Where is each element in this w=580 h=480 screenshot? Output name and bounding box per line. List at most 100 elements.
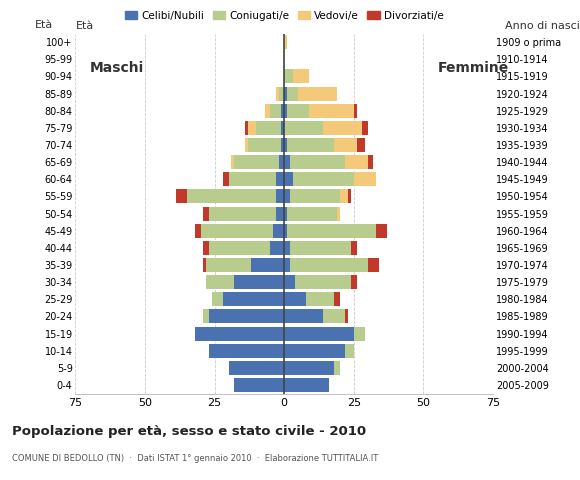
Bar — [276, 86, 278, 101]
Bar — [229, 172, 276, 186]
Bar — [284, 241, 290, 255]
Bar — [256, 121, 281, 135]
Bar — [368, 258, 379, 272]
Bar — [248, 138, 281, 152]
Bar — [231, 155, 234, 169]
Bar — [284, 292, 306, 306]
Text: Maschi: Maschi — [89, 61, 144, 75]
Bar — [223, 292, 284, 306]
Text: Età: Età — [75, 21, 93, 31]
Text: Anno di nascita: Anno di nascita — [505, 21, 580, 31]
Bar — [284, 378, 329, 392]
Bar — [290, 190, 340, 204]
Bar — [204, 206, 209, 221]
Bar — [204, 241, 209, 255]
Bar — [284, 275, 295, 289]
Bar — [354, 326, 365, 341]
Bar — [284, 361, 334, 375]
Bar — [264, 104, 270, 118]
Bar — [229, 361, 284, 375]
Bar — [287, 224, 376, 238]
Bar — [284, 190, 290, 204]
Bar — [204, 258, 206, 272]
Bar — [290, 241, 351, 255]
Bar — [195, 224, 201, 238]
Text: Età: Età — [35, 20, 53, 30]
Bar — [270, 241, 284, 255]
Bar — [284, 326, 354, 341]
Bar — [276, 190, 284, 204]
Bar — [337, 206, 340, 221]
Bar — [284, 310, 323, 324]
Bar — [176, 190, 187, 204]
Bar — [284, 172, 292, 186]
Bar — [212, 292, 223, 306]
Bar — [276, 206, 284, 221]
Bar — [351, 241, 357, 255]
Bar — [204, 310, 209, 324]
Bar — [206, 258, 251, 272]
Bar — [309, 104, 354, 118]
Bar — [284, 344, 346, 358]
Bar — [334, 361, 340, 375]
Bar — [248, 121, 256, 135]
Bar — [281, 138, 284, 152]
Bar — [187, 190, 276, 204]
Bar — [346, 155, 368, 169]
Bar — [306, 292, 334, 306]
Bar — [278, 86, 284, 101]
Bar — [234, 378, 284, 392]
Bar — [354, 172, 376, 186]
Bar — [292, 70, 309, 84]
Bar — [281, 121, 284, 135]
Bar — [284, 155, 290, 169]
Bar — [284, 86, 287, 101]
Bar — [284, 121, 323, 135]
Bar — [201, 224, 273, 238]
Bar — [195, 326, 284, 341]
Bar — [376, 224, 387, 238]
Bar — [278, 155, 284, 169]
Bar — [287, 104, 309, 118]
Bar — [273, 224, 284, 238]
Text: COMUNE DI BEDOLLO (TN)  ·  Dati ISTAT 1° gennaio 2010  ·  Elaborazione TUTTITALI: COMUNE DI BEDOLLO (TN) · Dati ISTAT 1° g… — [12, 454, 378, 463]
Bar — [209, 241, 270, 255]
Bar — [340, 190, 348, 204]
Bar — [284, 138, 287, 152]
Bar — [346, 310, 348, 324]
Bar — [234, 155, 278, 169]
Bar — [287, 206, 337, 221]
Bar — [223, 172, 229, 186]
Bar — [281, 104, 284, 118]
Bar — [251, 258, 284, 272]
Bar — [298, 86, 337, 101]
Bar — [284, 104, 287, 118]
Bar — [287, 138, 334, 152]
Bar — [323, 121, 362, 135]
Bar — [357, 138, 365, 152]
Bar — [284, 224, 287, 238]
Bar — [290, 155, 346, 169]
Bar — [323, 310, 346, 324]
Bar — [334, 138, 357, 152]
Bar — [284, 258, 290, 272]
Bar — [334, 292, 340, 306]
Bar — [287, 86, 298, 101]
Bar — [234, 275, 284, 289]
Bar — [209, 310, 284, 324]
Bar — [290, 258, 368, 272]
Bar — [245, 138, 248, 152]
Bar — [276, 172, 284, 186]
Bar — [362, 121, 368, 135]
Bar — [292, 172, 354, 186]
Bar — [346, 344, 354, 358]
Bar — [295, 275, 351, 289]
Bar — [284, 35, 287, 49]
Text: Femmine: Femmine — [437, 61, 509, 75]
Bar — [209, 344, 284, 358]
Bar — [270, 104, 281, 118]
Text: Popolazione per età, sesso e stato civile - 2010: Popolazione per età, sesso e stato civil… — [12, 425, 366, 438]
Bar — [348, 190, 351, 204]
Bar — [354, 104, 357, 118]
Bar — [206, 275, 234, 289]
